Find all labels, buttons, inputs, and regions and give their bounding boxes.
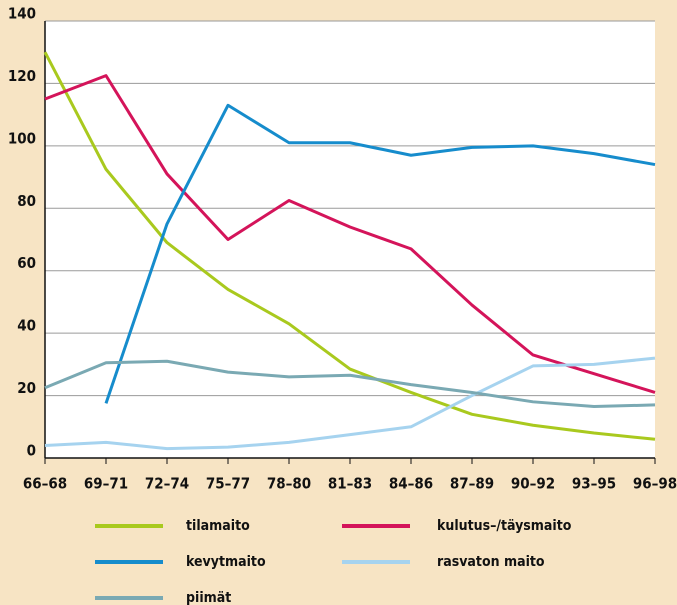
y-tick-label: 60 — [17, 254, 36, 272]
plot-area — [45, 21, 655, 458]
x-tick-label: 72–74 — [145, 475, 189, 493]
legend-label: rasvaton maito — [437, 554, 545, 570]
x-tick-label: 93–95 — [572, 475, 616, 493]
legend-label: kulutus–/täysmaito — [437, 518, 572, 534]
series-line — [43, 51, 656, 441]
y-tick-label: 20 — [17, 379, 36, 397]
series-line — [104, 103, 656, 404]
legend-label: piimät — [186, 590, 231, 605]
y-tick-label: 120 — [8, 67, 36, 85]
y-tick-label: 80 — [17, 192, 36, 210]
legend-label: kevytmaito — [186, 554, 266, 570]
series-line — [44, 359, 656, 408]
y-tick-label: 100 — [8, 129, 36, 147]
x-tick-label: 90–92 — [511, 475, 555, 493]
series-line — [44, 356, 656, 451]
series-line — [44, 74, 656, 394]
x-tick-label: 66–68 — [23, 475, 67, 493]
x-tick-label: 69–71 — [84, 475, 128, 493]
y-tick-label: 140 — [8, 5, 36, 23]
x-tick-label: 81–83 — [328, 475, 372, 493]
y-tick-label: 0 — [27, 442, 36, 460]
x-tick-label: 78–80 — [267, 475, 311, 493]
legend-label: tilamaito — [186, 518, 250, 534]
x-tick-label: 84–86 — [389, 475, 433, 493]
y-tick-label: 40 — [17, 317, 36, 335]
x-tick-label: 96–98 — [633, 475, 677, 493]
x-tick-label: 87–89 — [450, 475, 494, 493]
x-tick-label: 75–77 — [206, 475, 250, 493]
